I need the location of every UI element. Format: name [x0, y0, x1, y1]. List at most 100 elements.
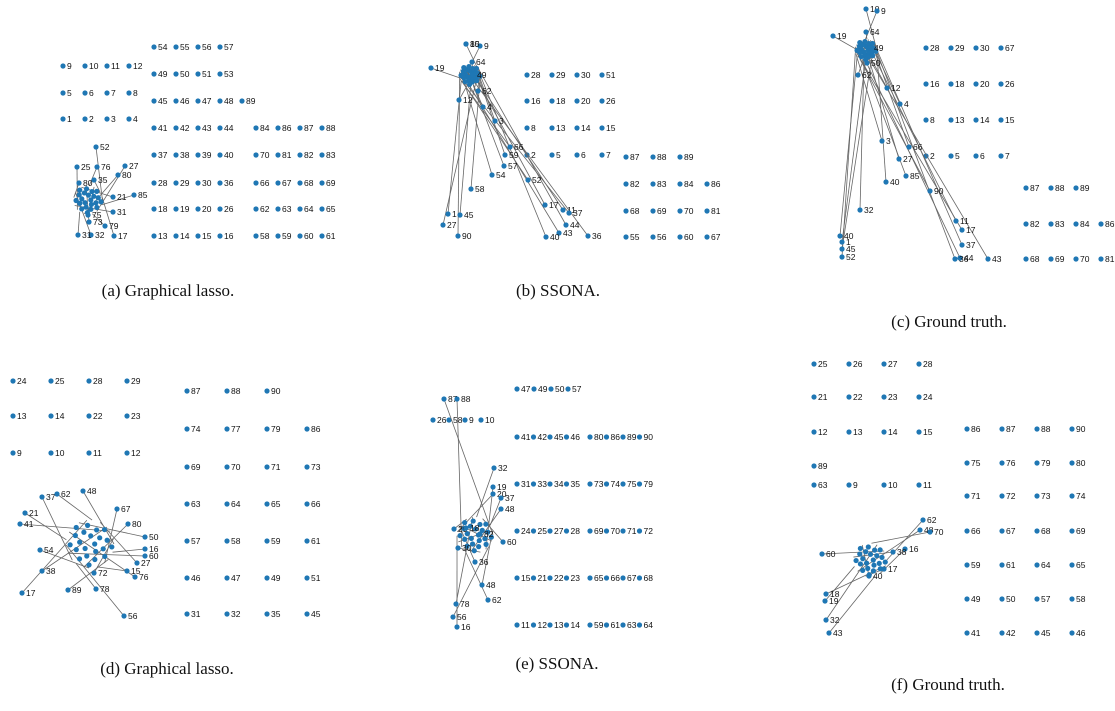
- grid-node: [478, 417, 484, 423]
- cluster-node: [479, 582, 485, 588]
- core-node: [857, 39, 863, 46]
- edge: [841, 39, 869, 243]
- grid-node-label: 88: [657, 152, 667, 162]
- grid-node: [304, 575, 310, 581]
- core-node: [857, 545, 863, 552]
- grid-node: [151, 125, 157, 131]
- cluster-node-label: 40: [844, 231, 854, 241]
- cluster-node: [453, 601, 459, 607]
- grid-node-label: 28: [93, 376, 103, 386]
- core-node: [871, 562, 877, 568]
- grid-node: [10, 378, 16, 384]
- core-node: [472, 526, 479, 532]
- grid-node: [574, 152, 580, 158]
- grid-node: [1034, 460, 1040, 466]
- grid-node-label: 71: [271, 462, 281, 472]
- cluster-node-label: 16: [909, 544, 919, 554]
- cluster-node-label: 59: [509, 150, 519, 160]
- grid-node: [151, 233, 157, 239]
- cluster-node: [131, 192, 137, 198]
- cluster-node-label: 1: [452, 209, 457, 219]
- core-node: [77, 187, 83, 193]
- grid-node-label: 57: [1041, 594, 1051, 604]
- grid-node-label: 7: [1005, 151, 1010, 161]
- core-node: [100, 546, 106, 552]
- grid-node: [217, 152, 223, 158]
- cluster-node: [879, 138, 885, 144]
- grid-node-label: 14: [180, 231, 190, 241]
- grid-node-label: 82: [630, 179, 640, 189]
- grid-node: [587, 575, 593, 581]
- cluster-node-label: 70: [934, 527, 944, 537]
- grid-node: [916, 482, 922, 488]
- grid-node-label: 82: [304, 150, 314, 160]
- grid-node-label: 32: [231, 609, 241, 619]
- cluster-node-label: 62: [862, 70, 872, 80]
- grid-node: [151, 44, 157, 50]
- grid-node-label: 87: [630, 152, 640, 162]
- grid-node-label: 67: [711, 232, 721, 242]
- edge: [825, 544, 878, 621]
- grid-node: [462, 417, 468, 423]
- edge: [841, 46, 857, 258]
- grid-node-label: 60: [304, 231, 314, 241]
- grid-node: [195, 233, 201, 239]
- grid-node: [253, 180, 259, 186]
- grid-node: [999, 528, 1005, 534]
- core-node: [79, 196, 85, 202]
- grid-node: [304, 426, 310, 432]
- grid-node-label: 88: [1041, 424, 1051, 434]
- grid-node-label: 2: [930, 151, 935, 161]
- cluster-node-label: 64: [476, 57, 486, 67]
- grid-node: [1034, 562, 1040, 568]
- core-node: [476, 537, 482, 544]
- grid-node-label: 5: [556, 150, 561, 160]
- grid-node-label: 29: [556, 70, 566, 80]
- grid-node: [124, 450, 130, 456]
- grid-node-label: 67: [1005, 43, 1015, 53]
- cluster-node-label: 80: [83, 178, 93, 188]
- grid-node: [587, 481, 593, 487]
- grid-node-label: 12: [538, 620, 548, 630]
- grid-node: [10, 413, 16, 419]
- grid-node-label: 38: [180, 150, 190, 160]
- grid-node: [677, 181, 683, 187]
- cluster-node: [477, 43, 483, 49]
- grid-node: [217, 206, 223, 212]
- edge: [447, 81, 462, 215]
- grid-node-label: 49: [971, 594, 981, 604]
- grid-node: [599, 125, 605, 131]
- grid-node: [563, 481, 570, 487]
- edge: [88, 166, 98, 186]
- grid-node-label: 5: [955, 151, 960, 161]
- grid-node-label: 30: [980, 43, 990, 53]
- edge: [101, 194, 135, 206]
- cluster-node: [455, 545, 461, 551]
- grid-node: [297, 180, 303, 186]
- grid-node-label: 18: [556, 96, 566, 106]
- cluster-node-label: 62: [482, 86, 492, 96]
- cluster-node-label: 57: [508, 161, 518, 171]
- cluster-node: [855, 72, 861, 78]
- grid-node-label: 29: [131, 376, 141, 386]
- grid-node-label: 26: [606, 96, 616, 106]
- grid-node: [319, 233, 325, 239]
- cluster-node-label: 36: [479, 557, 489, 567]
- grid-node-label: 44: [224, 123, 234, 133]
- cluster-node-label: 54: [496, 170, 506, 180]
- cluster-node: [863, 6, 869, 12]
- grid-node: [650, 154, 656, 160]
- cluster-node-label: 17: [549, 200, 559, 210]
- grid-node: [677, 234, 683, 240]
- cluster-node-label: 60: [149, 551, 159, 561]
- grid-node: [811, 463, 817, 469]
- cluster-node-label: 90: [462, 231, 472, 241]
- cluster-node-label: 35: [98, 175, 108, 185]
- grid-node-label: 79: [644, 479, 654, 489]
- grid-node: [1069, 528, 1075, 534]
- cluster-node-label: 62: [61, 489, 71, 499]
- grid-node-label: 68: [630, 206, 640, 216]
- grid-node-label: 6: [581, 150, 586, 160]
- grid-node-label: 10: [888, 480, 898, 490]
- core-node: [879, 554, 885, 560]
